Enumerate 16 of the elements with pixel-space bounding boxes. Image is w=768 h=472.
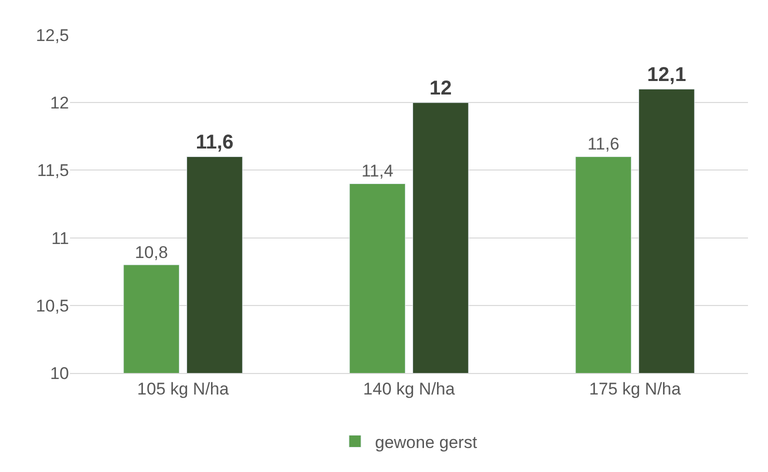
x-tick-label: 175 kg N/ha — [589, 379, 682, 398]
y-tick-label: 11,5 — [37, 161, 69, 180]
y-tick-label: 11 — [51, 228, 69, 248]
x-tick-label: 140 kg N/ha — [363, 379, 456, 398]
data-label: 10,8 — [134, 242, 168, 262]
data-label: 12,1 — [647, 64, 686, 86]
y-tick-label: 10 — [50, 364, 69, 383]
data-label: 11,6 — [587, 134, 620, 154]
data-label: 11,6 — [196, 132, 234, 154]
y-tick-label: 10,5 — [36, 296, 69, 316]
legend-label: gewone gerst — [375, 432, 478, 452]
y-tick-label: 12 — [50, 94, 69, 113]
data-label: 12 — [430, 78, 452, 100]
x-tick-label: 105 kg N/ha — [137, 379, 230, 398]
data-label: 11,4 — [361, 162, 394, 181]
y-tick-label: 12,5 — [36, 26, 69, 45]
